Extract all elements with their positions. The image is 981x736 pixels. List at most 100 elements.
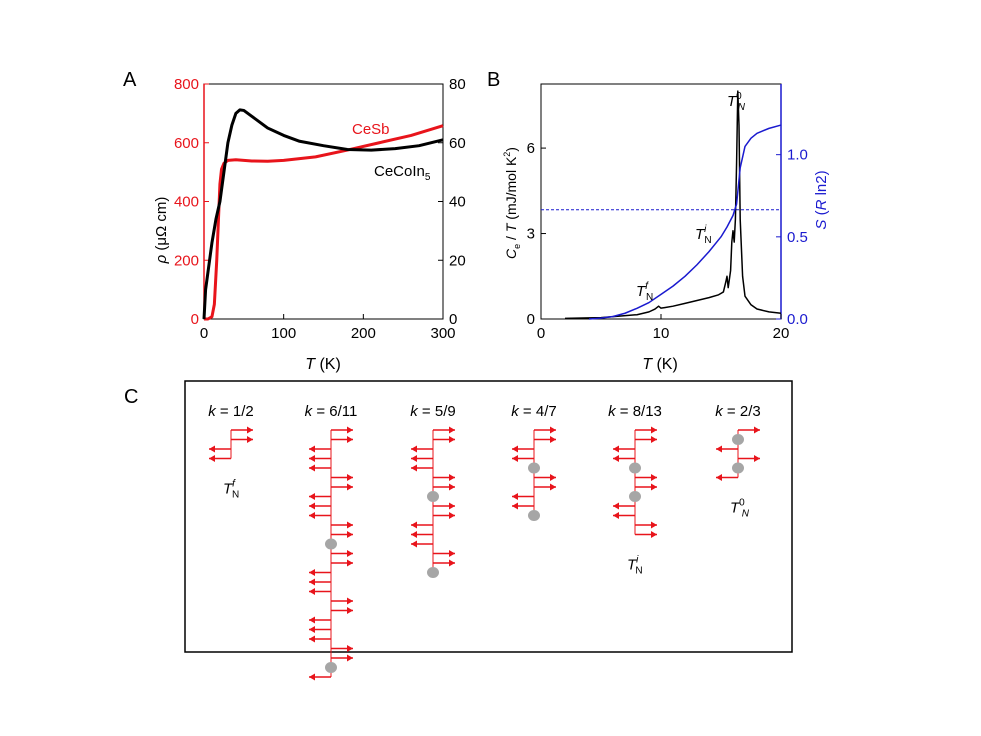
spin-column: k = 5/9 bbox=[410, 403, 456, 578]
y-tick-label-right: 80 bbox=[449, 76, 466, 93]
arrowhead bbox=[449, 512, 455, 519]
arrowhead bbox=[347, 645, 353, 652]
panel-c-box bbox=[184, 380, 793, 653]
arrowhead bbox=[754, 455, 760, 462]
spin-structures: k = 1/2 Tf N k = 6/11 k = 5/9 k = 4/7 k = 8/13… bbox=[208, 403, 761, 681]
y-tick-label-right: 1.0 bbox=[787, 147, 808, 164]
arrowhead bbox=[347, 559, 353, 567]
y-tick-label-left: 0 bbox=[191, 311, 199, 328]
zero-moment-site bbox=[325, 662, 337, 673]
x-tick-label: 100 bbox=[271, 325, 296, 342]
svg-text:ρ (μΩ cm): ρ (μΩ cm) bbox=[153, 197, 170, 265]
arrowhead bbox=[347, 550, 353, 557]
y-tick-label-left: 400 bbox=[174, 194, 199, 211]
arrowhead bbox=[651, 531, 657, 538]
x-tick-label: 300 bbox=[430, 325, 455, 342]
zero-moment-site bbox=[528, 510, 540, 521]
annotation-tfn: Tf N bbox=[636, 281, 653, 303]
arrowhead bbox=[309, 569, 315, 576]
arrowhead bbox=[411, 464, 417, 472]
k-label: k = 8/13 bbox=[608, 403, 662, 420]
arrowhead bbox=[309, 512, 315, 519]
panel-b: B 0 10 20 0 3 6 0.0 0.5 1.0 T0 N Ti N Tf N Ce / T (… bbox=[487, 69, 830, 373]
arrowhead bbox=[449, 559, 455, 567]
x-tick-label: 200 bbox=[351, 325, 376, 342]
y-tick-label-left: 600 bbox=[174, 135, 199, 152]
phase-label: Tf N bbox=[223, 479, 239, 501]
k-label: k = 4/7 bbox=[511, 403, 556, 420]
arrowhead bbox=[309, 578, 315, 586]
arrowhead bbox=[411, 455, 417, 462]
arrowhead bbox=[550, 426, 556, 434]
panel-a-frame bbox=[203, 83, 444, 320]
arrowhead bbox=[449, 550, 455, 557]
arrowhead bbox=[209, 455, 215, 462]
arrowhead bbox=[347, 531, 353, 538]
arrowhead bbox=[309, 635, 315, 643]
arrowhead bbox=[550, 483, 556, 491]
panel-b-axes: 0 10 20 0 3 6 0.0 0.5 1.0 bbox=[527, 140, 808, 342]
arrowhead bbox=[309, 455, 315, 462]
arrowhead bbox=[411, 521, 417, 529]
spin-column: k = 1/2 Tf N bbox=[208, 403, 253, 501]
arrowhead bbox=[347, 474, 353, 481]
y-tick-label-left: 200 bbox=[174, 252, 199, 269]
zero-moment-site bbox=[325, 538, 337, 550]
zero-moment-site bbox=[629, 462, 641, 474]
arrowhead bbox=[309, 445, 315, 453]
zero-moment-site bbox=[732, 434, 744, 445]
arrowhead bbox=[613, 445, 619, 453]
arrowhead bbox=[347, 426, 353, 434]
panel-b-series bbox=[564, 90, 782, 320]
k-label: k = 1/2 bbox=[208, 403, 253, 420]
y-tick-label-right: 0.0 bbox=[787, 311, 808, 328]
y-tick-label-right: 20 bbox=[449, 252, 466, 269]
k-label: k = 5/9 bbox=[410, 403, 455, 420]
arrowhead bbox=[449, 502, 455, 510]
k-label: k = 6/11 bbox=[305, 403, 358, 420]
arrowhead bbox=[411, 540, 417, 548]
arrowhead bbox=[651, 483, 657, 491]
arrowhead bbox=[651, 474, 657, 481]
arrowhead bbox=[550, 436, 556, 443]
spin-column: k = 6/11 bbox=[305, 403, 358, 681]
arrowhead bbox=[550, 474, 556, 481]
zero-moment-site bbox=[528, 462, 540, 474]
zero-moment-site bbox=[427, 491, 439, 502]
zero-moment-site bbox=[732, 462, 744, 474]
x-tick-label: 0 bbox=[537, 325, 545, 342]
arrowhead bbox=[347, 521, 353, 529]
arrowhead bbox=[309, 616, 315, 624]
arrowhead bbox=[411, 445, 417, 453]
arrowhead bbox=[716, 445, 722, 453]
y-tick-label-right: 0.5 bbox=[787, 229, 808, 246]
zero-moment-site bbox=[427, 567, 439, 578]
arrowhead bbox=[347, 654, 353, 662]
arrowhead bbox=[347, 597, 353, 605]
y-tick-label-right: 60 bbox=[449, 135, 466, 152]
arrowhead bbox=[309, 626, 315, 633]
panel-c-label: C bbox=[124, 386, 138, 408]
spin-column: k = 8/13 Ti N bbox=[608, 403, 662, 577]
arrowhead bbox=[347, 436, 353, 443]
svg-text:Ce / T (mJ/mol K2): Ce / T (mJ/mol K2) bbox=[502, 147, 522, 259]
annotation-tin: Ti N bbox=[695, 224, 712, 246]
arrowhead bbox=[247, 436, 253, 443]
arrowhead bbox=[449, 474, 455, 481]
arrowhead bbox=[309, 588, 315, 595]
series-line-cesb bbox=[204, 124, 444, 321]
x-tick-label: 0 bbox=[200, 325, 208, 342]
arrowhead bbox=[309, 502, 315, 510]
y-tick-label-left: 6 bbox=[527, 140, 535, 157]
panel-b-frame bbox=[540, 83, 782, 320]
panel-c: C k = 1/2 Tf N k = 6/11 k = 5/9 k = 4/7 k = 8/… bbox=[124, 380, 793, 681]
y-tick-label-right: 40 bbox=[449, 194, 466, 211]
arrowhead bbox=[347, 483, 353, 491]
arrowhead bbox=[449, 426, 455, 434]
panel-b-xlabel: T (K) bbox=[642, 356, 678, 373]
arrowhead bbox=[651, 426, 657, 434]
arrowhead bbox=[512, 445, 518, 453]
series-line-s bbox=[588, 124, 782, 320]
